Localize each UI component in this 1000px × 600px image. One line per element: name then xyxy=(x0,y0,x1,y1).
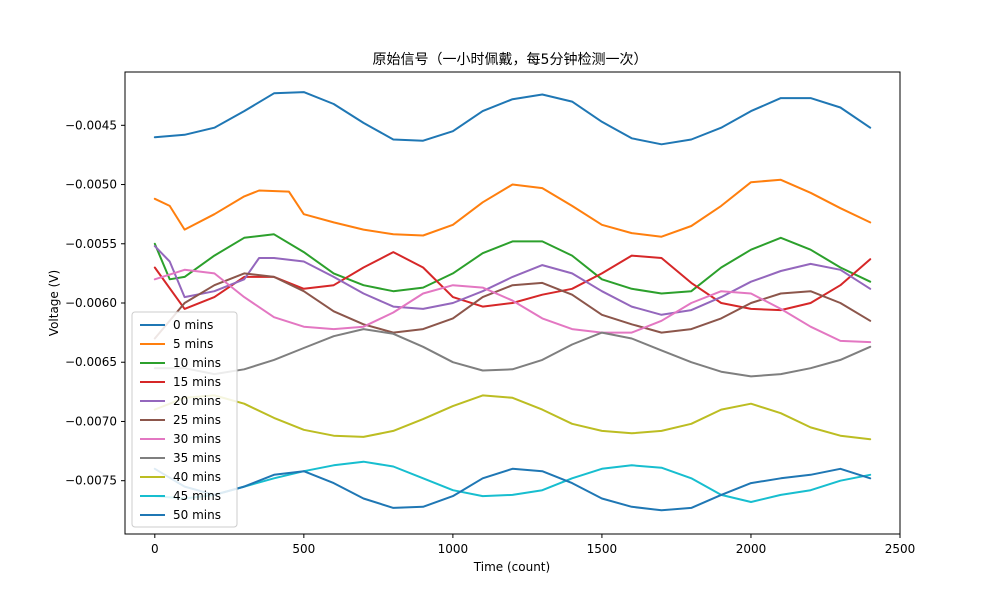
x-tick-label: 2500 xyxy=(885,542,916,556)
series-line-20-mins xyxy=(153,245,872,316)
legend-label: 35 mins xyxy=(173,451,221,465)
y-tick-label: −0.0055 xyxy=(65,237,117,251)
legend-label: 15 mins xyxy=(173,375,221,389)
y-tick-label: −0.0065 xyxy=(65,355,117,369)
x-tick-label: 500 xyxy=(292,542,315,556)
legend-label: 45 mins xyxy=(173,489,221,503)
series-layer xyxy=(153,91,872,512)
legend-label: 50 mins xyxy=(173,508,221,522)
series-line-30-mins xyxy=(153,268,872,344)
y-tick-label: −0.0070 xyxy=(65,414,117,428)
legend-label: 40 mins xyxy=(173,470,221,484)
x-axis: 0 500 1000 1500 2000 2500 xyxy=(151,534,915,556)
y-tick-label: −0.0045 xyxy=(65,118,117,132)
x-tick-label: 0 xyxy=(151,542,159,556)
series-line-35-mins xyxy=(153,328,872,378)
legend-box xyxy=(131,311,238,528)
legend-label: 0 mins xyxy=(173,318,213,332)
series-line-50-mins xyxy=(153,467,872,512)
legend-label: 10 mins xyxy=(173,356,221,370)
y-tick-label: −0.0075 xyxy=(65,474,117,488)
chart-title: 原始信号（一小时佩戴，每5分钟检测一次） xyxy=(373,51,648,68)
series-line-40-mins xyxy=(153,394,872,441)
y-axis-label: Voltage (V) xyxy=(47,270,61,336)
legend-label: 20 mins xyxy=(173,394,221,408)
series-line-45-mins xyxy=(153,460,872,503)
y-tick-label: −0.0050 xyxy=(65,178,117,192)
legend-label: 5 mins xyxy=(173,337,213,351)
y-tick-label: −0.0060 xyxy=(65,296,117,310)
legend: 0 mins 5 mins 10 mins 15 mins 20 mins 25 mins… xyxy=(131,311,238,528)
legend-label: 25 mins xyxy=(173,413,221,427)
series-line-10-mins xyxy=(153,233,872,295)
x-tick-label: 1000 xyxy=(438,542,469,556)
series-line-25-mins xyxy=(153,272,872,340)
x-tick-label: 2000 xyxy=(736,542,767,556)
x-tick-label: 1500 xyxy=(587,542,618,556)
legend-label: 30 mins xyxy=(173,432,221,446)
y-axis: −0.0045 −0.0050 −0.0055 −0.0060 −0.0065 −0.00… xyxy=(65,118,125,488)
series-line-5-mins xyxy=(153,178,872,238)
series-line-0-mins xyxy=(153,91,872,146)
x-axis-label: Time (count) xyxy=(473,560,550,574)
